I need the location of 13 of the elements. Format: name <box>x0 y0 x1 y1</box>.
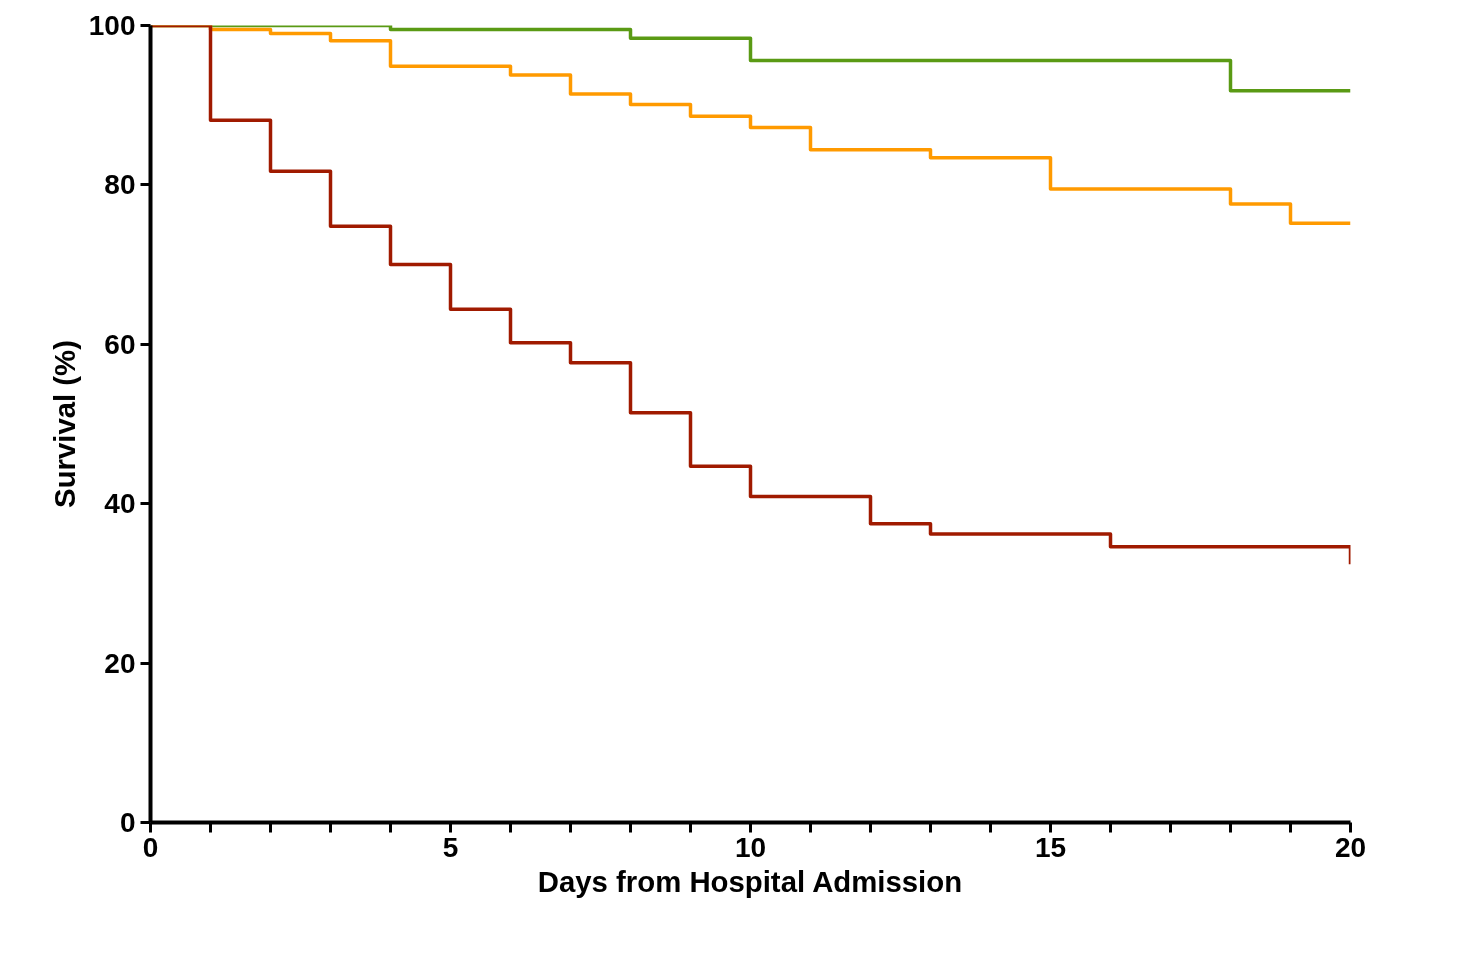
y-tick-label: 0 <box>119 807 136 838</box>
y-tick-label: 40 <box>104 488 136 520</box>
x-axis-title: Days from Hospital Admission <box>537 864 963 898</box>
x-tick-label: 10 <box>734 831 767 863</box>
y-tick-label: 80 <box>104 169 136 201</box>
x-tick-label: 15 <box>1034 831 1067 863</box>
x-tick-label: 0 <box>142 831 159 863</box>
y-axis-title: Survival (%) <box>47 340 81 508</box>
x-tick-label: 20 <box>1334 831 1367 863</box>
x-tick-label: 5 <box>442 831 459 863</box>
y-tick-label: 100 <box>88 10 136 41</box>
y-tick-label: 60 <box>104 328 136 360</box>
y-tick-label: 20 <box>104 647 136 679</box>
